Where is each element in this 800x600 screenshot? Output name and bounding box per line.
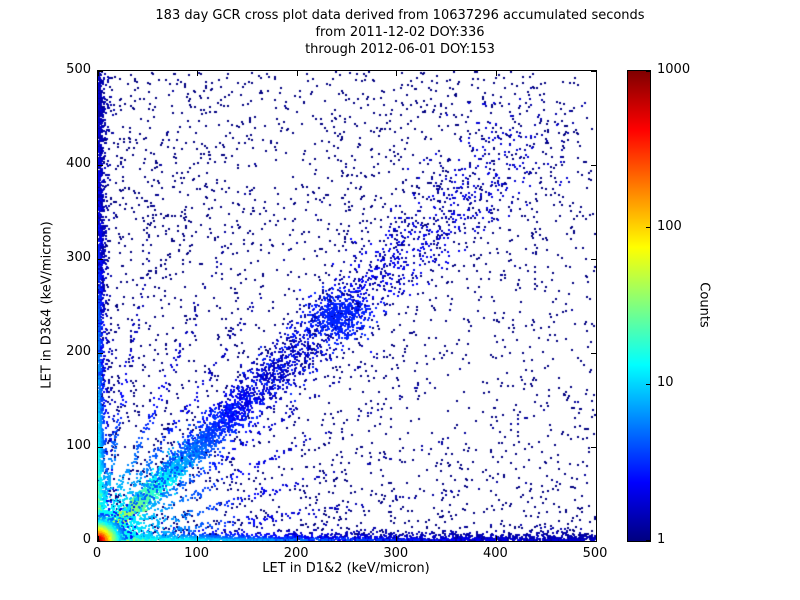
x-tick-mark xyxy=(495,71,497,76)
colorbar-gradient xyxy=(628,71,650,541)
x-tick-label: 400 xyxy=(482,546,508,561)
y-tick-mark xyxy=(591,352,596,354)
chart-title: 183 day GCR cross plot data derived from… xyxy=(155,8,645,23)
y-tick-mark xyxy=(98,446,103,448)
y-tick-label: 300 xyxy=(66,250,91,265)
colorbar-tick-mark xyxy=(646,383,650,385)
y-tick-mark xyxy=(591,540,596,542)
chart-subtitle-through: through 2012-06-01 DOY:153 xyxy=(305,42,495,57)
y-tick-mark xyxy=(98,164,103,166)
y-tick-label: 200 xyxy=(66,344,91,359)
x-tick-mark xyxy=(97,536,99,541)
y-tick-label: 400 xyxy=(66,156,91,171)
y-tick-label: 500 xyxy=(66,62,91,77)
x-tick-mark xyxy=(396,536,398,541)
y-tick-mark xyxy=(98,258,103,260)
x-tick-mark xyxy=(97,71,99,76)
colorbar-tick-mark xyxy=(646,71,650,72)
colorbar-tick-mark xyxy=(646,540,650,541)
x-axis-label: LET in D1&2 (keV/micron) xyxy=(262,561,430,576)
x-tick-label: 100 xyxy=(184,546,209,561)
colorbar-tick-mark xyxy=(646,227,650,229)
colorbar-tick-label: 10 xyxy=(657,375,674,391)
plot-area xyxy=(97,70,597,542)
x-tick-mark xyxy=(595,71,597,76)
y-tick-mark xyxy=(591,446,596,448)
x-tick-mark xyxy=(197,536,199,541)
colorbar-label: Counts xyxy=(696,282,712,328)
x-tick-mark xyxy=(296,536,298,541)
x-tick-label: 500 xyxy=(582,546,608,561)
y-tick-label: 100 xyxy=(66,438,91,453)
y-tick-mark xyxy=(591,70,596,72)
x-tick-mark xyxy=(296,71,298,76)
y-axis-label: LET in D3&4 (keV/micron) xyxy=(39,221,55,389)
x-tick-label: 300 xyxy=(383,546,409,561)
y-tick-mark xyxy=(591,258,596,260)
y-tick-mark xyxy=(98,352,103,354)
colorbar xyxy=(627,70,651,542)
x-tick-mark xyxy=(396,71,398,76)
y-tick-mark xyxy=(591,164,596,166)
y-tick-mark xyxy=(98,70,103,72)
x-tick-label: 0 xyxy=(92,546,102,561)
y-tick-label: 0 xyxy=(82,532,91,547)
x-tick-mark xyxy=(595,536,597,541)
plot-canvas xyxy=(98,71,596,541)
colorbar-tick-label: 1000 xyxy=(657,62,691,77)
x-tick-mark xyxy=(197,71,199,76)
y-tick-mark xyxy=(98,540,103,542)
colorbar-tick-label: 1 xyxy=(657,532,666,547)
x-tick-label: 200 xyxy=(283,546,309,561)
x-tick-mark xyxy=(495,536,497,541)
colorbar-tick-label: 100 xyxy=(657,218,682,234)
chart-subtitle-from: from 2011-12-02 DOY:336 xyxy=(315,25,485,40)
